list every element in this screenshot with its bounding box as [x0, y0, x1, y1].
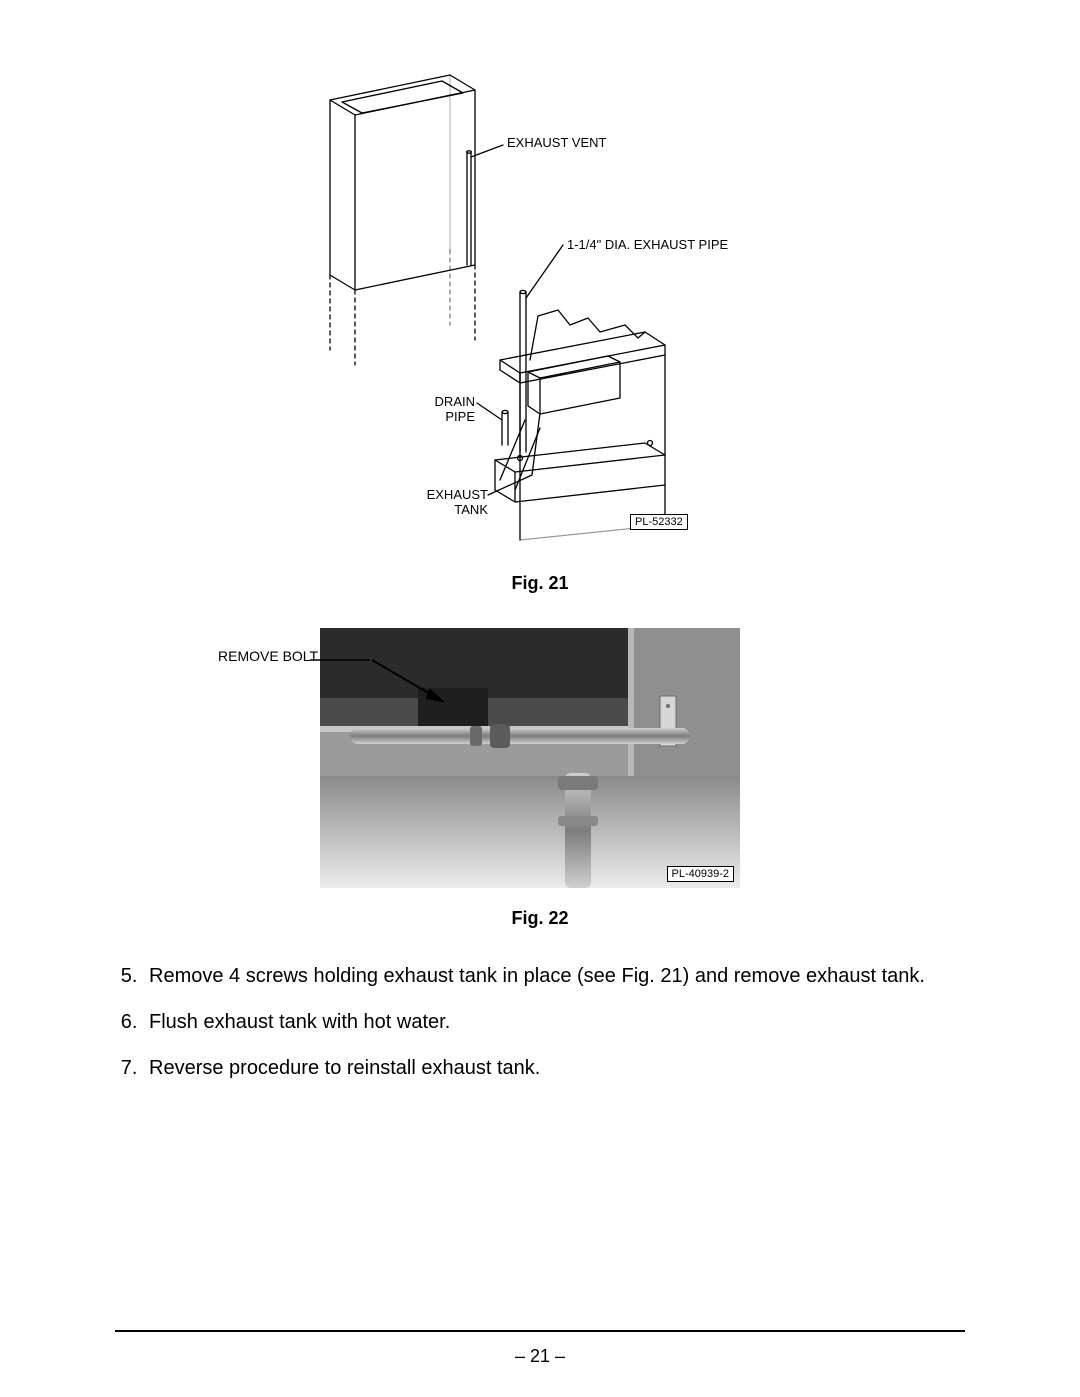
step-6: Flush exhaust tank with hot water. [143, 1006, 950, 1038]
caption-fig21: Fig. 21 [0, 573, 1080, 594]
page: EXHAUST VENT 1-1/4" DIA. EXHAUST PIPE DR… [0, 0, 1080, 1397]
caption-fig22: Fig. 22 [0, 908, 1080, 929]
leader-remove-bolt [310, 652, 370, 672]
label-exhaust-vent: EXHAUST VENT [507, 135, 606, 150]
procedure-steps: Remove 4 screws holding exhaust tank in … [115, 960, 950, 1098]
label-exhaust-tank: EXHAUST TANK [393, 487, 488, 517]
plate-number-fig21: PL-52332 [630, 514, 688, 530]
step-5: Remove 4 screws holding exhaust tank in … [143, 960, 950, 992]
photo-svg [320, 628, 740, 888]
diagram-svg [270, 60, 750, 550]
label-remove-bolt: REMOVE BOLT [218, 648, 318, 664]
page-number: – 21 – [515, 1346, 565, 1367]
footer-rule [115, 1330, 965, 1332]
label-drain-pipe: DRAIN PIPE [410, 394, 475, 424]
figure-21-diagram [270, 60, 750, 550]
figure-22-photo: PL-40939-2 [320, 628, 740, 888]
step-7: Reverse procedure to reinstall exhaust t… [143, 1052, 950, 1084]
label-exhaust-pipe: 1-1/4" DIA. EXHAUST PIPE [567, 237, 728, 252]
plate-number-fig22: PL-40939-2 [667, 866, 735, 882]
